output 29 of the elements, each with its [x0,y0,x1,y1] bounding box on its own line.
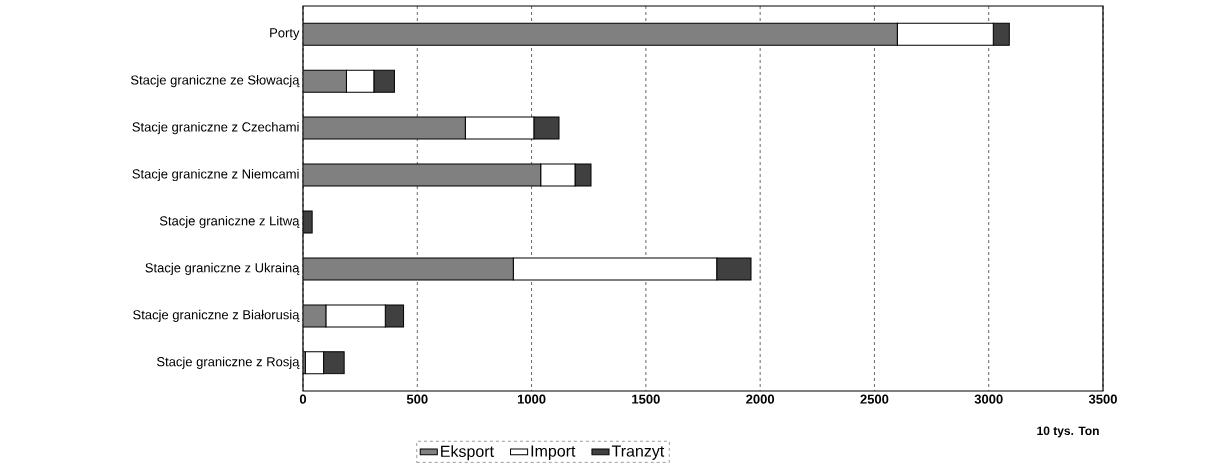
y-tick-label: Stacje graniczne z Niemcami [132,168,299,182]
bar [325,304,386,328]
y-tick-label: Stacje graniczne z Rosją [156,356,300,369]
bar [303,257,514,281]
x-tick-label: 1000 [517,394,546,404]
x-tick-label: 1500 [632,394,660,404]
legend-label: Eksport [441,445,494,461]
y-tick-label: Stacje graniczne z Ukrainą [145,262,300,275]
legend-label: Tranzyt [611,445,665,460]
x-tick-label: 2500 [860,394,889,404]
y-tick-label: Stacje graniczne z Białorusią [133,309,300,322]
y-tick-label: Stacje graniczne ze Słowacją [130,75,300,88]
bar [345,69,375,93]
y-tick-label: Stacje graniczne z Czechami [132,122,299,135]
x-tick-label: 2000 [746,394,775,404]
x-axis-title: 10 tys. Ton [1037,426,1099,438]
bar [303,163,542,187]
y-tick-label: Stacje graniczne z Litwą [159,215,300,229]
bar [303,116,466,140]
bar [464,116,535,140]
bar [303,22,898,46]
x-tick-label: 0 [299,394,307,404]
legend-label: Import [531,445,576,460]
bar [512,257,718,281]
y-tick-label: Porty [270,28,300,40]
bar [540,163,576,187]
x-tick-label: 3500 [1088,394,1117,404]
x-tick-label: 3000 [974,394,1003,404]
x-tick-label: 500 [406,394,428,404]
